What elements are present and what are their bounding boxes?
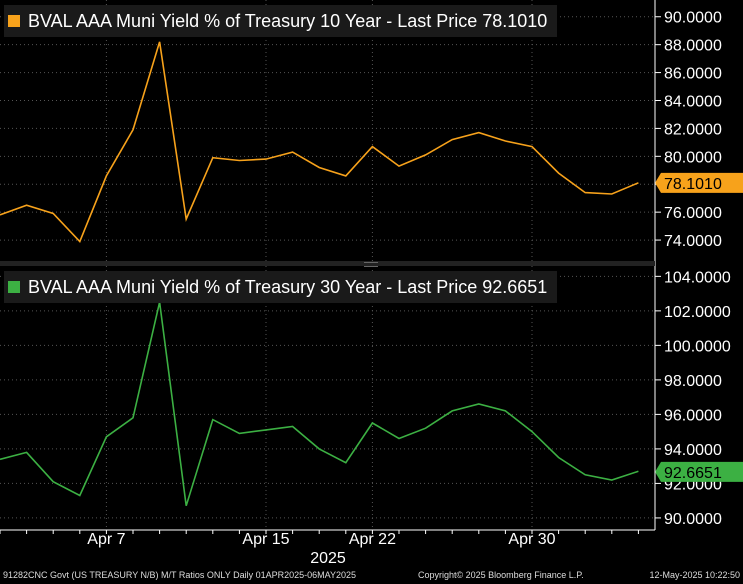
x-tick-label-1: Apr 15 — [242, 531, 289, 548]
legend-30y: BVAL AAA Muni Yield % of Treasury 30 Yea… — [4, 271, 558, 303]
legend-swatch-30y — [8, 281, 20, 293]
splitter-grip[interactable] — [364, 262, 378, 267]
ytick-label-0-1: 76.0000 — [664, 205, 722, 222]
series-line-1 — [0, 302, 639, 507]
x-tick-label-0: Apr 7 — [87, 531, 125, 548]
legend-swatch-10y — [8, 15, 20, 27]
ytick-label-1-2: 94.0000 — [664, 442, 722, 459]
ytick-label-0-7: 88.0000 — [664, 38, 722, 55]
ytick-label-1-5: 100.0000 — [664, 338, 731, 355]
legend-10y: BVAL AAA Muni Yield % of Treasury 10 Yea… — [4, 5, 558, 37]
x-year-label: 2025 — [310, 550, 346, 567]
last-price-tag-0 — [655, 172, 743, 193]
last-price-tag-1 — [655, 461, 743, 482]
footer-copyright: Copyright© 2025 Bloomberg Finance L.P. — [418, 570, 584, 580]
ytick-label-0-5: 84.0000 — [664, 93, 722, 110]
x-tick-label-3: Apr 30 — [508, 531, 555, 548]
last-price-label-0: 78.1010 — [664, 176, 722, 193]
ytick-label-0-3: 80.0000 — [664, 149, 722, 166]
ytick-label-1-3: 96.0000 — [664, 407, 722, 424]
legend-title-10y: BVAL AAA Muni Yield % of Treasury 10 Yea… — [28, 10, 548, 31]
footer-timestamp: 12-May-2025 10:22:50 — [649, 570, 740, 580]
legend-title-30y: BVAL AAA Muni Yield % of Treasury 30 Yea… — [28, 276, 548, 297]
last-price-label-1: 92.6651 — [664, 465, 722, 482]
footer-security-info: 91282CNC Govt (US TREASURY N/B) M/T Rati… — [3, 570, 356, 580]
ytick-label-1-4: 98.0000 — [664, 373, 722, 390]
ytick-label-1-7: 104.0000 — [664, 269, 731, 286]
series-line-0 — [0, 41, 639, 243]
ytick-label-0-0: 74.0000 — [664, 233, 722, 250]
ytick-label-0-6: 86.0000 — [664, 66, 722, 83]
ytick-label-0-8: 90.0000 — [664, 10, 722, 27]
ytick-label-0-4: 82.0000 — [664, 121, 722, 138]
x-tick-label-2: Apr 22 — [349, 531, 396, 548]
ytick-label-1-0: 90.0000 — [664, 511, 722, 528]
ytick-label-1-6: 102.0000 — [664, 304, 731, 321]
panel-splitter[interactable] — [0, 261, 655, 266]
